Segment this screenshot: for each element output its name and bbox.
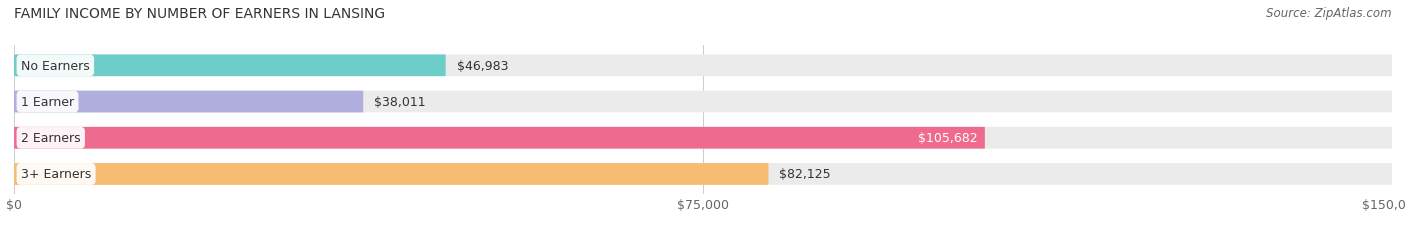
Text: No Earners: No Earners — [21, 60, 90, 73]
FancyBboxPatch shape — [14, 127, 1392, 149]
FancyBboxPatch shape — [14, 163, 1392, 185]
FancyBboxPatch shape — [14, 127, 984, 149]
Text: 3+ Earners: 3+ Earners — [21, 168, 91, 181]
Text: Source: ZipAtlas.com: Source: ZipAtlas.com — [1267, 7, 1392, 20]
Text: $46,983: $46,983 — [457, 60, 508, 73]
FancyBboxPatch shape — [14, 55, 446, 77]
Text: 1 Earner: 1 Earner — [21, 96, 75, 109]
Text: $82,125: $82,125 — [779, 168, 831, 181]
Text: $38,011: $38,011 — [374, 96, 426, 109]
FancyBboxPatch shape — [14, 55, 1392, 77]
FancyBboxPatch shape — [14, 91, 1392, 113]
Text: $105,682: $105,682 — [918, 132, 979, 145]
FancyBboxPatch shape — [14, 91, 363, 113]
FancyBboxPatch shape — [14, 163, 769, 185]
Text: FAMILY INCOME BY NUMBER OF EARNERS IN LANSING: FAMILY INCOME BY NUMBER OF EARNERS IN LA… — [14, 7, 385, 21]
Text: 2 Earners: 2 Earners — [21, 132, 80, 145]
